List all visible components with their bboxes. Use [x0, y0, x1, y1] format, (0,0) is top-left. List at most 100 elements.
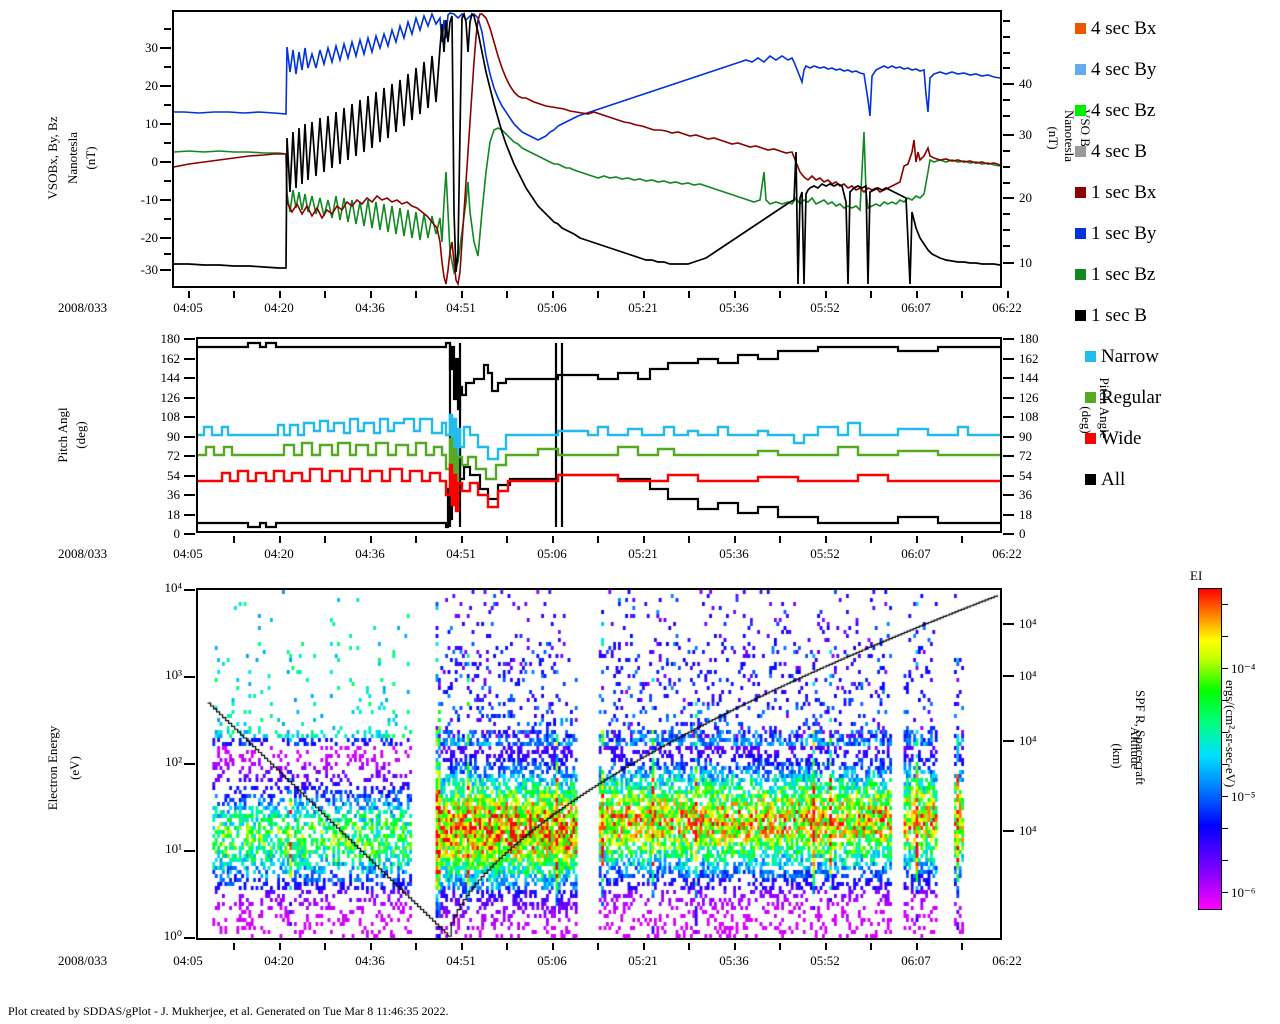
p2-ytick-18: 18	[167, 507, 180, 522]
p3-time-tick-8: 06:07	[901, 953, 931, 968]
p3-time-tick-0: 04:05	[173, 953, 203, 968]
legend-label: Regular	[1101, 387, 1162, 408]
pitch-angle-traces	[198, 341, 1000, 529]
legend-item-4sec-bx[interactable]: 4 sec Bx	[1075, 8, 1275, 49]
colorbar-tick-1e-4: 10⁻⁴	[1231, 661, 1256, 676]
legend-item-1sec-by[interactable]: 1 sec By	[1075, 213, 1275, 254]
panel-electron-spectrogram	[196, 588, 1002, 940]
legend-label: 1 sec B	[1091, 305, 1147, 326]
p1-time-tick-1: 04:20	[264, 300, 294, 315]
legend-swatch-icon	[1075, 146, 1086, 157]
legend-label: 4 sec By	[1091, 59, 1157, 80]
colorbar: 10⁻⁴ 10⁻⁵ 10⁻⁶	[1198, 588, 1255, 910]
legend-item-1sec-bx[interactable]: 1 sec Bx	[1075, 172, 1275, 213]
p2-ytick-180: 180	[160, 331, 181, 346]
p3-ytick-r-0: 10⁴	[1019, 616, 1037, 631]
p3-time-tick-9: 06:22	[992, 953, 1022, 968]
p2-ytick-54: 54	[167, 468, 180, 483]
p2-time-tick-2: 04:36	[355, 546, 385, 561]
legend-swatch-icon	[1085, 351, 1096, 362]
colorbar-tick-1e-5: 10⁻⁵	[1231, 789, 1256, 804]
panel-pitch-angle	[196, 337, 1002, 533]
trace-all-bottom	[198, 447, 1000, 529]
p2-ytick-90: 90	[167, 429, 180, 444]
p1-time-tick-6: 05:36	[719, 300, 749, 315]
p3-date-label: 2008/033	[58, 953, 108, 968]
p2-ytick-r-108: 108	[1019, 409, 1039, 424]
legend-label: 4 sec Bz	[1091, 100, 1156, 121]
p2-ytick-r-54: 54	[1019, 468, 1032, 483]
p2-ytick-36: 36	[167, 487, 180, 502]
trace-narrow	[198, 413, 1000, 461]
p1-ylabel-left2: Nanotesla	[65, 132, 80, 184]
p2-ytick-r-0: 0	[1019, 526, 1026, 541]
p2-ytick-r-18: 18	[1019, 507, 1032, 522]
colorbar-tick-1e-6: 10⁻⁶	[1231, 885, 1256, 900]
p1-ytick-r-30: 30	[1019, 127, 1032, 142]
p2-ylabel-left: Pitch Angl	[55, 407, 70, 463]
p2-ytick-r-90: 90	[1019, 429, 1032, 444]
p2-ylabel-left2: (deg)	[73, 421, 88, 449]
p3-ytick-r-1: 10⁴	[1019, 668, 1037, 683]
p2-ytick-r-162: 162	[1019, 351, 1039, 366]
legend-swatch-icon	[1075, 23, 1086, 34]
legend-item-1sec-b[interactable]: 1 sec B	[1075, 295, 1275, 336]
trace-regular	[198, 437, 1000, 491]
legend-label: All	[1101, 469, 1126, 490]
p3-ytick-1e1: 10¹	[165, 841, 182, 856]
p3-time-tick-4: 05:06	[537, 953, 567, 968]
legend-swatch-icon	[1075, 105, 1086, 116]
p1-date-label: 2008/033	[58, 300, 108, 315]
magnetic-field-traces	[174, 12, 1000, 286]
p1-time-tick-2: 04:36	[355, 300, 385, 315]
p2-ytick-0: 0	[173, 526, 181, 541]
p1-ytick-m20: -20	[140, 230, 158, 245]
legend-label: 4 sec Bx	[1091, 18, 1157, 39]
p3-time-tick-3: 04:51	[446, 953, 476, 968]
p2-time-tick-0: 04:05	[173, 546, 203, 561]
p2-date-label: 2008/033	[58, 546, 108, 561]
p1-time-tick-9: 06:22	[992, 300, 1022, 315]
legend-item-4sec-bz[interactable]: 4 sec Bz	[1075, 90, 1275, 131]
p3-ytick-1e3: 10³	[165, 667, 182, 682]
legend-swatch-icon	[1075, 228, 1086, 239]
panel-magnetic-field	[172, 10, 1002, 288]
legend-item-regular[interactable]: Regular	[1075, 377, 1275, 418]
p1-ytick-r-10: 10	[1019, 255, 1032, 270]
p1-ylabel-left3: (nT)	[83, 146, 98, 170]
trace-1sec-B	[174, 12, 1000, 285]
legend-item-4sec-b[interactable]: 4 sec B	[1075, 131, 1275, 172]
legend-item-1sec-bz[interactable]: 1 sec Bz	[1075, 254, 1275, 295]
p2-ytick-r-72: 72	[1019, 448, 1032, 463]
spf-spacecraft-label: SPF R, Spacecraft	[1133, 690, 1148, 785]
p2-ytick-r-36: 36	[1019, 487, 1032, 502]
p3-ylabel-left: Electron Energy	[45, 725, 60, 811]
legend-item-4sec-by[interactable]: 4 sec By	[1075, 49, 1275, 90]
p3-ytick-r-2: 10⁴	[1019, 733, 1037, 748]
legend-item-all[interactable]: All	[1075, 459, 1275, 500]
p2-time-tick-7: 05:52	[810, 546, 840, 561]
p1-time-tick-8: 06:07	[901, 300, 931, 315]
p3-ytick-1e4: 10⁴	[164, 580, 182, 595]
p1-time-tick-4: 05:06	[537, 300, 567, 315]
p2-ytick-r-144: 144	[1019, 370, 1039, 385]
legend-item-narrow[interactable]: Narrow	[1075, 336, 1275, 377]
legend-label: 1 sec By	[1091, 223, 1157, 244]
p2-ytick-r-180: 180	[1019, 331, 1039, 346]
p3-time-tick-1: 04:20	[264, 953, 294, 968]
p3-time-tick-6: 05:36	[719, 953, 749, 968]
p3-time-tick-5: 05:21	[628, 953, 658, 968]
p1-time-tick-7: 05:52	[810, 300, 840, 315]
p1-ytick-10: 10	[145, 116, 158, 131]
legend-item-wide[interactable]: Wide	[1075, 418, 1275, 459]
p2-time-tick-6: 05:36	[719, 546, 749, 561]
p2-ytick-72: 72	[167, 448, 180, 463]
colorbar-unit-label: ergs/(cm²-sr-sec-eV)	[1223, 680, 1238, 788]
p2-ytick-126: 126	[160, 390, 181, 405]
trace-all-top	[198, 341, 1000, 411]
legend-label: 1 sec Bx	[1091, 182, 1157, 203]
colorbar-gradient	[1198, 588, 1222, 910]
p1-ylabel-left: VSOBx, By, Bz	[45, 116, 60, 200]
p3-ytick-1e2: 10²	[165, 754, 182, 769]
